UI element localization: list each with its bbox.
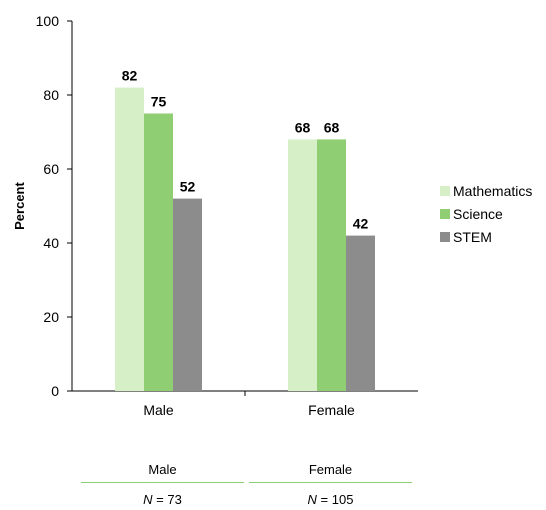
chart: 0 20 40 60 80 100 Percent 82 75 52 Male 68 68 42 Femal… <box>12 13 532 418</box>
legend-swatch-mathematics <box>440 186 450 196</box>
n-value: = 73 <box>156 492 182 507</box>
n-symbol: N <box>307 492 317 507</box>
footer-group-label: Female <box>308 462 353 477</box>
sample-size-table: Male N = 73 Female N = 105 <box>0 440 546 510</box>
y-tick-label: 80 <box>43 87 59 103</box>
data-label: 52 <box>180 179 196 195</box>
n-symbol: N <box>143 492 153 507</box>
legend-swatch-stem <box>440 232 450 242</box>
y-tick-label: 40 <box>43 235 59 251</box>
bar-science-male <box>144 113 173 391</box>
legend-label: STEM <box>453 229 492 245</box>
bar-stem-male <box>173 198 202 391</box>
legend-label: Science <box>453 206 503 222</box>
data-label: 75 <box>151 94 167 110</box>
y-axis-title: Percent <box>12 181 27 229</box>
n-value: = 105 <box>320 492 354 507</box>
legend-swatch-science <box>440 209 450 219</box>
data-label: 68 <box>295 119 311 135</box>
data-label: 82 <box>122 68 138 84</box>
legend-label: Mathematics <box>453 183 532 199</box>
bar-mathematics-male <box>115 87 144 391</box>
data-label: 68 <box>324 119 340 135</box>
footer-rule <box>81 482 244 483</box>
y-tick-label: 0 <box>51 383 59 399</box>
bar-stem-female <box>346 235 375 391</box>
y-tick-label: 20 <box>43 309 59 325</box>
footer-group-label: Male <box>148 462 177 477</box>
bar-chart-svg: 0 20 40 60 80 100 Percent 82 75 52 Male 68 68 42 Femal… <box>12 13 532 418</box>
y-tick-label: 100 <box>36 13 60 29</box>
footer-rule <box>249 482 412 483</box>
y-tick-label: 60 <box>43 161 59 177</box>
bar-science-female <box>317 139 346 391</box>
footer-sample-size: N = 73 <box>81 492 244 507</box>
x-tick-label: Female <box>308 402 355 418</box>
x-tick-label: Male <box>143 402 174 418</box>
footer-sample-size: N = 105 <box>249 492 412 507</box>
bar-mathematics-female <box>288 139 317 391</box>
data-label: 42 <box>353 216 369 232</box>
